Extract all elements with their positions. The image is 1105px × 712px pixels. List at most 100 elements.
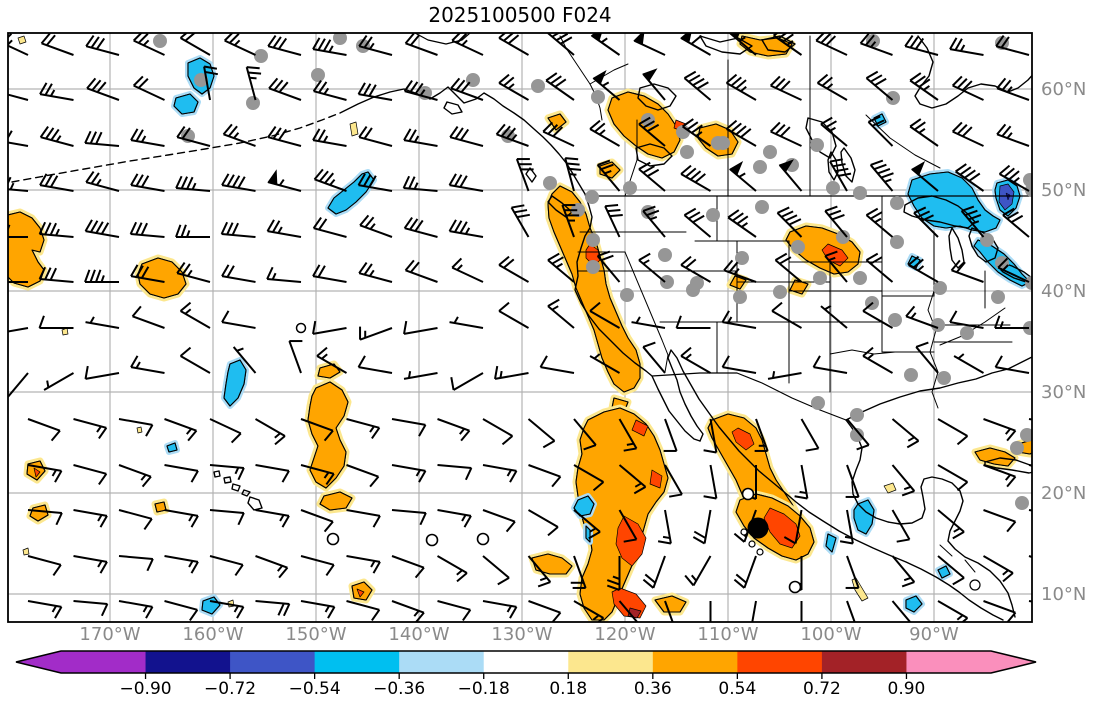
- wind-barb-staff: [346, 464, 379, 478]
- coastline-island: [443, 101, 463, 115]
- wind-barb-full: [84, 219, 93, 232]
- wind-barb-full: [968, 213, 982, 221]
- wind-barb-full: [692, 77, 705, 87]
- station-dot: [735, 251, 749, 265]
- wind-barb-staff: [403, 327, 438, 335]
- wind-barb-full: [864, 34, 875, 46]
- wind-barb-full: [312, 216, 322, 229]
- wind-barb-full: [89, 269, 96, 283]
- contour-region: [166, 442, 178, 453]
- coastline: [865, 114, 941, 169]
- wind-barb-full: [703, 449, 717, 454]
- calm-circle: [295, 322, 307, 334]
- wind-barb-full: [52, 564, 62, 577]
- wind-barb-full: [692, 536, 706, 545]
- wind-barb-full: [181, 127, 191, 140]
- wind-barb-half: [828, 256, 836, 262]
- wind-barb-staff: [164, 600, 198, 611]
- contour-region: [631, 419, 649, 437]
- wind-barb-staff: [692, 555, 712, 586]
- wind-barb-half: [589, 527, 597, 533]
- coastline-island: [213, 470, 221, 478]
- wind-barb-full: [454, 220, 463, 233]
- colorbar-tick-label: 0.36: [634, 679, 672, 699]
- wind-barb-full: [403, 320, 408, 335]
- wind-barb-full: [542, 121, 554, 133]
- wind-barb-full: [896, 538, 910, 543]
- wind-barb-staff: [346, 418, 380, 429]
- wind-barb-full: [190, 561, 199, 574]
- wind-barb-full: [597, 159, 611, 166]
- wind-barb-full: [180, 176, 189, 189]
- wind-barb-full: [39, 173, 48, 186]
- wind-barb-staff: [1028, 418, 1032, 421]
- wind-barb-full: [589, 301, 601, 312]
- wind-barb-half: [685, 353, 692, 360]
- wind-barb-staff: [952, 130, 984, 147]
- wind-barb-full: [516, 213, 530, 219]
- x-tick-label: 140°W: [388, 624, 449, 645]
- wind-barb-full: [0, 31, 6, 40]
- wind-barb-full: [964, 169, 976, 179]
- wind-barb-full: [312, 264, 321, 277]
- wind-barb-staff: [652, 555, 666, 589]
- wind-barb-full: [1006, 520, 1017, 533]
- wind-barb-full: [187, 429, 198, 442]
- wind-barb-full: [909, 118, 922, 128]
- wind-barb-staff: [680, 355, 711, 374]
- wind-barb-full: [358, 34, 368, 47]
- wind-barb-staff: [482, 418, 513, 437]
- wind-barb-half: [456, 569, 463, 576]
- contour-hole: [740, 528, 748, 536]
- wind-barb-full: [38, 221, 47, 235]
- wind-barb-full: [135, 174, 144, 187]
- wind-barb-full: [874, 77, 887, 87]
- wind-barb-full: [961, 80, 973, 91]
- wind-barb-half: [918, 127, 926, 134]
- wind-barb-full: [231, 222, 239, 236]
- wind-barb-full: [500, 125, 511, 137]
- wind-barb-half: [957, 353, 965, 360]
- wind-barb-full: [50, 128, 60, 141]
- wind-barb-staff: [254, 418, 286, 437]
- wind-barb-full: [221, 264, 230, 277]
- wind-barb-full: [547, 124, 559, 135]
- wind-barb-full: [607, 209, 621, 213]
- wind-barb-full: [994, 315, 1001, 329]
- wind-barb-full: [727, 209, 740, 219]
- wind-barb-full: [684, 574, 695, 587]
- cyclone-marker: [747, 517, 769, 539]
- wind-barb-full: [917, 210, 931, 218]
- station-dot: [586, 233, 600, 247]
- wind-barb-full: [509, 606, 518, 619]
- wind-barb-half: [51, 469, 57, 477]
- wind-barb-full: [273, 79, 284, 91]
- wind-barb-staff: [527, 418, 556, 442]
- wind-barb-full: [784, 214, 798, 222]
- wind-barb-full: [450, 377, 455, 391]
- station-dot: [813, 271, 827, 285]
- wind-barb-half: [97, 514, 103, 522]
- wind-barb-full: [226, 265, 235, 278]
- colorbar-segment: [906, 651, 992, 673]
- wind-barb-staff: [618, 509, 638, 540]
- colorbar-segment: [652, 651, 738, 673]
- wind-barb-full: [358, 125, 368, 138]
- basemap-layer: [11, 33, 1032, 621]
- page-title: 2025100500 F024: [428, 3, 612, 27]
- wind-barb-staff: [73, 555, 108, 563]
- wind-barb-half: [602, 81, 610, 87]
- wind-barb-full: [231, 175, 241, 188]
- wind-barb-full: [357, 173, 366, 186]
- wind-barb-staff: [770, 84, 802, 101]
- wind-barb-full: [220, 221, 229, 235]
- calm-circle: [425, 533, 439, 547]
- station-dot: [791, 240, 805, 254]
- wind-barb-full: [838, 172, 852, 177]
- wind-barb-full: [267, 125, 277, 138]
- wind-barb-pennant: [642, 68, 658, 82]
- wind-barb-full: [1000, 36, 1010, 49]
- wind-barb-full: [221, 310, 230, 323]
- wind-barb-staff: [288, 340, 302, 374]
- station-dot: [194, 73, 208, 87]
